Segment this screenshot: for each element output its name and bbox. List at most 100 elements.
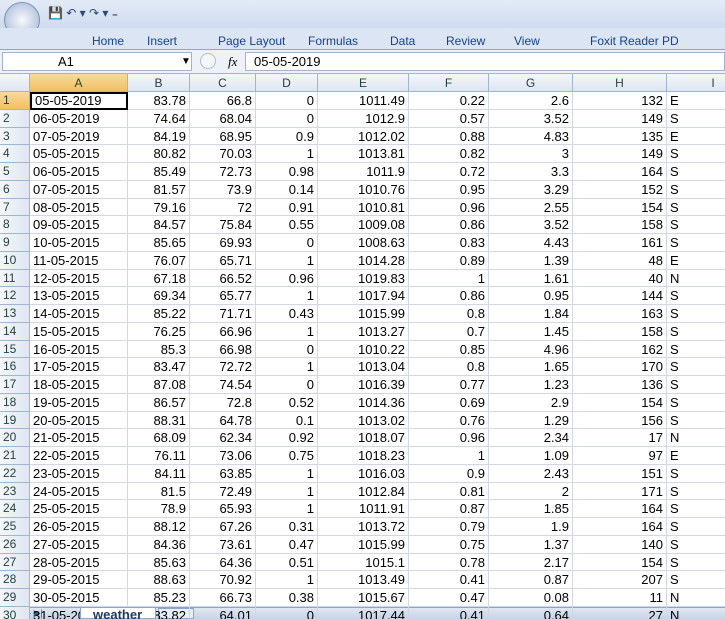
cell[interactable]: 05-05-2019 xyxy=(30,92,128,110)
cell[interactable]: E xyxy=(667,92,725,110)
cell[interactable]: 1010.76 xyxy=(318,180,409,199)
cell[interactable]: 06-05-2015 xyxy=(30,163,128,181)
row-header[interactable]: 24 xyxy=(0,500,30,518)
row-header[interactable]: 19 xyxy=(0,411,30,430)
cell[interactable]: 09-05-2015 xyxy=(30,216,128,234)
row-header[interactable]: 21 xyxy=(0,447,30,465)
cell[interactable]: 30-05-2015 xyxy=(30,589,128,607)
cell[interactable]: 2.55 xyxy=(489,198,573,217)
column-header[interactable]: H xyxy=(573,74,667,92)
cell[interactable]: 0 xyxy=(256,376,318,394)
cell[interactable]: 0.79 xyxy=(409,518,489,536)
cell[interactable]: 0.96 xyxy=(409,198,489,217)
cell[interactable]: 3.3 xyxy=(489,163,573,181)
row-header[interactable]: 1 xyxy=(0,92,30,110)
row-header[interactable]: 5 xyxy=(0,163,30,181)
cell[interactable]: 1012.84 xyxy=(318,482,409,501)
cell[interactable]: 0.52 xyxy=(256,393,318,412)
cell[interactable]: 1017.94 xyxy=(318,287,409,305)
cell[interactable]: 151 xyxy=(573,464,667,483)
cell[interactable]: 1 xyxy=(256,464,318,483)
column-header[interactable]: G xyxy=(489,74,573,92)
cell[interactable]: 149 xyxy=(573,109,667,128)
row-header[interactable]: 14 xyxy=(0,322,30,341)
cell[interactable]: N xyxy=(667,429,725,447)
cell[interactable]: 0.69 xyxy=(409,393,489,412)
cell[interactable]: 84.57 xyxy=(128,216,190,234)
cell[interactable]: 85.65 xyxy=(128,234,190,252)
cell[interactable]: 66.73 xyxy=(190,589,256,607)
cell[interactable]: 20-05-2015 xyxy=(30,411,128,430)
cell[interactable]: 0.43 xyxy=(256,305,318,323)
cell[interactable]: 1.65 xyxy=(489,358,573,376)
cell[interactable]: 18-05-2015 xyxy=(30,376,128,394)
cell[interactable]: 69.93 xyxy=(190,234,256,252)
cell[interactable]: 1014.36 xyxy=(318,393,409,412)
cell[interactable]: 85.63 xyxy=(128,553,190,572)
cell[interactable]: S xyxy=(667,465,725,483)
cell[interactable]: 72.73 xyxy=(190,163,256,181)
cell[interactable]: 0.64 xyxy=(489,606,573,619)
row-header[interactable]: 3 xyxy=(0,127,30,146)
cell[interactable]: 140 xyxy=(573,535,667,554)
cell[interactable]: N xyxy=(667,589,725,607)
cell[interactable]: 88.31 xyxy=(128,411,190,430)
cell[interactable]: S xyxy=(667,110,725,128)
cell[interactable]: 76.25 xyxy=(128,322,190,341)
cell[interactable]: 1016.03 xyxy=(318,464,409,483)
cell[interactable]: 0.83 xyxy=(409,234,489,252)
cancel-button[interactable] xyxy=(200,53,216,69)
cell[interactable]: 0.92 xyxy=(256,429,318,447)
cell[interactable]: 1 xyxy=(409,269,489,288)
cell[interactable]: 1.84 xyxy=(489,305,573,323)
cell[interactable]: 0.51 xyxy=(256,553,318,572)
cell[interactable]: 23-05-2015 xyxy=(30,464,128,483)
cell[interactable]: 66.8 xyxy=(190,92,256,110)
cell[interactable]: 0.82 xyxy=(409,145,489,163)
cell[interactable]: 68.04 xyxy=(190,109,256,128)
cell[interactable]: 87.08 xyxy=(128,376,190,394)
cell[interactable]: 154 xyxy=(573,198,667,217)
cell[interactable]: 149 xyxy=(573,145,667,163)
cell[interactable]: 13-05-2015 xyxy=(30,287,128,305)
cell[interactable]: 154 xyxy=(573,393,667,412)
cell[interactable]: 48 xyxy=(573,251,667,270)
cell[interactable]: 64.36 xyxy=(190,553,256,572)
cell[interactable]: 21-05-2015 xyxy=(30,429,128,447)
cell[interactable]: 1010.81 xyxy=(318,198,409,217)
cell[interactable]: 24-05-2015 xyxy=(30,482,128,501)
cell[interactable]: 64.01 xyxy=(190,606,256,619)
cell[interactable]: 07-05-2015 xyxy=(30,180,128,199)
cell[interactable]: 135 xyxy=(573,127,667,146)
cell[interactable]: 70.92 xyxy=(190,571,256,589)
cell[interactable]: 72.8 xyxy=(190,393,256,412)
cell[interactable]: 3.52 xyxy=(489,216,573,234)
cell[interactable]: 1.39 xyxy=(489,251,573,270)
cell[interactable]: 0.72 xyxy=(409,163,489,181)
cell[interactable]: 26-05-2015 xyxy=(30,518,128,536)
cell[interactable]: 0.77 xyxy=(409,376,489,394)
cell[interactable]: 0 xyxy=(256,92,318,110)
cell[interactable]: S xyxy=(667,554,725,572)
cell[interactable]: 0.38 xyxy=(256,589,318,607)
cell[interactable]: 83.82 xyxy=(128,606,190,619)
cell[interactable]: 71.71 xyxy=(190,305,256,323)
row-header[interactable]: 6 xyxy=(0,180,30,199)
cell[interactable]: 0.22 xyxy=(409,92,489,110)
row-header[interactable]: 20 xyxy=(0,429,30,447)
cell[interactable]: 1008.63 xyxy=(318,234,409,252)
cell[interactable]: 1013.27 xyxy=(318,322,409,341)
cell[interactable]: 1013.72 xyxy=(318,518,409,536)
formula-input[interactable]: 05-05-2019 xyxy=(245,52,725,71)
cell[interactable]: 1016.39 xyxy=(318,376,409,394)
row-header[interactable]: 11 xyxy=(0,269,30,288)
cell[interactable]: 0.57 xyxy=(409,109,489,128)
cell[interactable]: 132 xyxy=(573,92,667,110)
cell[interactable]: 1.85 xyxy=(489,500,573,518)
cell[interactable]: 40 xyxy=(573,269,667,288)
cell[interactable]: 65.93 xyxy=(190,500,256,518)
row-header[interactable]: 28 xyxy=(0,571,30,589)
cell[interactable]: 0.91 xyxy=(256,198,318,217)
cell[interactable]: 69.34 xyxy=(128,287,190,305)
cell[interactable]: 163 xyxy=(573,305,667,323)
